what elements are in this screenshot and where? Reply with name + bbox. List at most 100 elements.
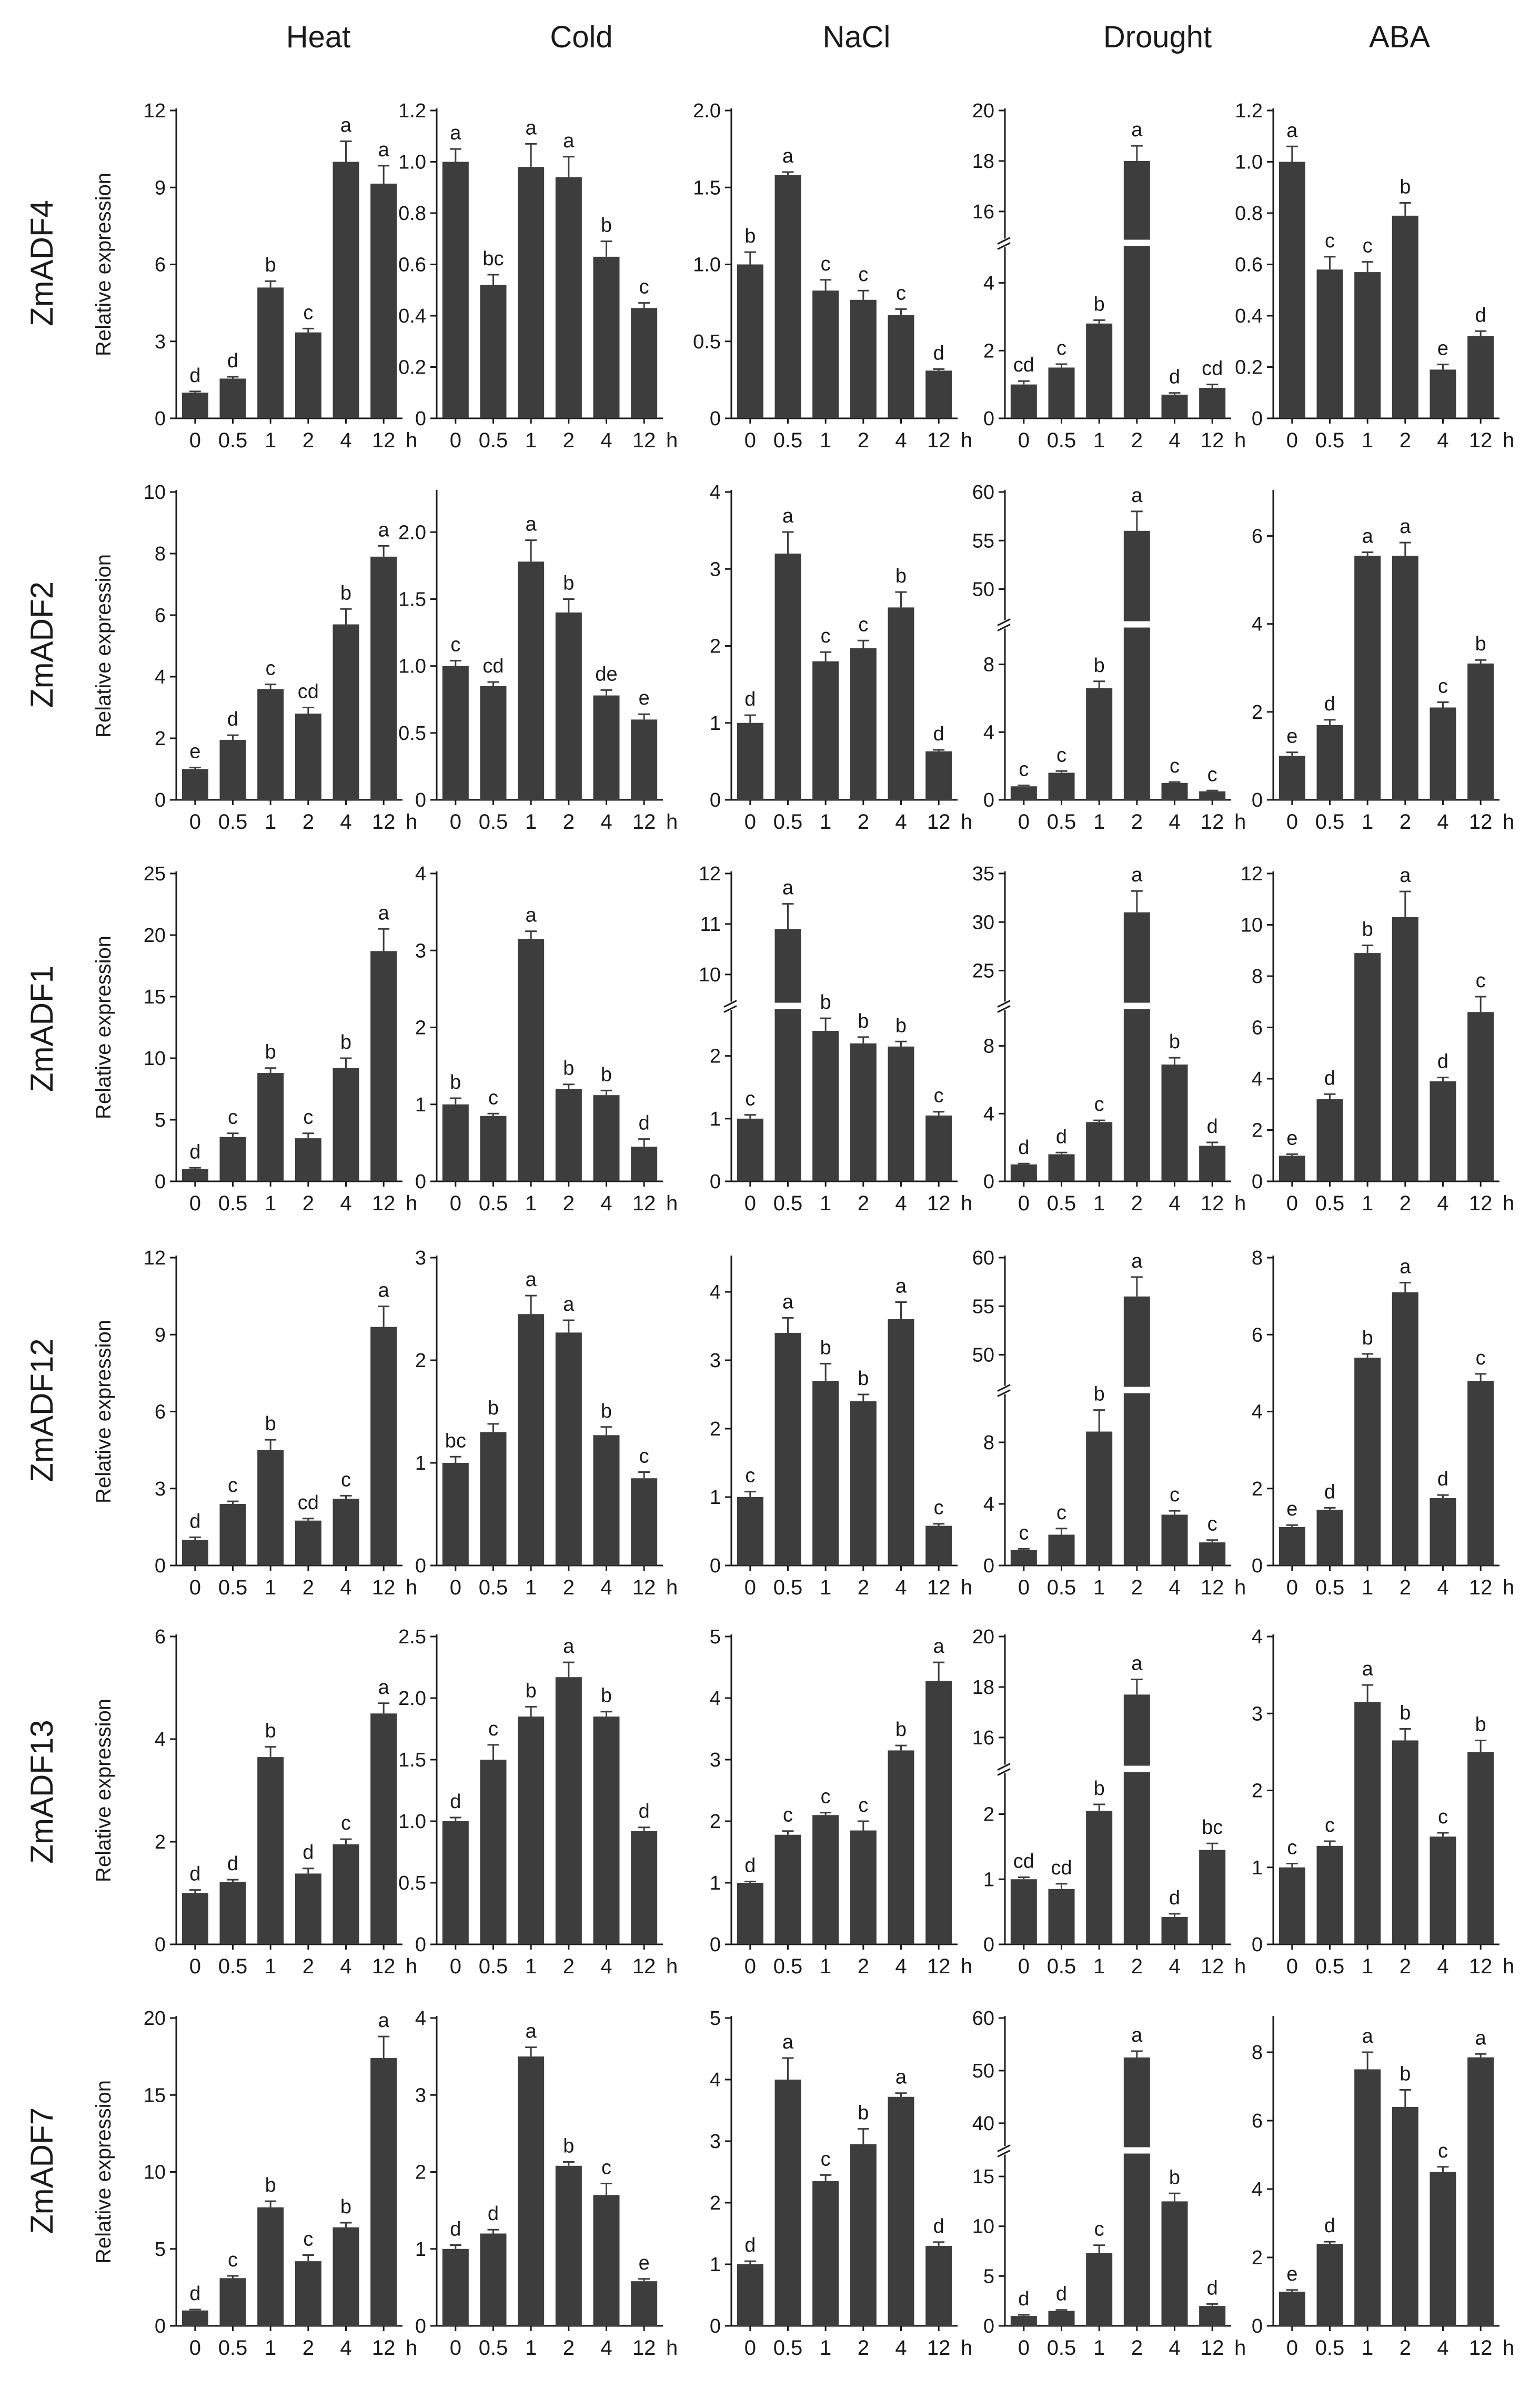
axis-break-gap — [998, 1764, 1012, 1773]
x-tick-label: 0 — [1286, 1576, 1298, 1599]
significance-letter: d — [488, 2203, 499, 2225]
y-tick-label: 5 — [983, 2265, 994, 2287]
bar — [1316, 725, 1343, 800]
x-tick-label: 2 — [303, 810, 314, 834]
x-tick-label: 12 — [372, 810, 396, 834]
significance-letter: a — [782, 877, 794, 899]
x-tick-label: 1 — [1093, 810, 1105, 834]
x-unit-label: h — [961, 1192, 972, 1215]
significance-letter: d — [1324, 1481, 1335, 1503]
x-tick-label: 2 — [1400, 1955, 1411, 1978]
x-tick-label: 4 — [895, 1576, 907, 1599]
axis-break-mark — [997, 1005, 1011, 1013]
significance-letter: d — [744, 688, 756, 710]
significance-letter: c — [858, 264, 868, 286]
bar — [593, 2195, 620, 2326]
y-tick-label: 0 — [983, 1171, 994, 1193]
y-tick-label: 50 — [972, 2060, 994, 2082]
bar — [295, 332, 321, 418]
y-tick-label: 1.0 — [398, 656, 426, 678]
y-tick-label: 8 — [155, 543, 166, 565]
bar — [1010, 786, 1037, 800]
bar — [1010, 1164, 1037, 1181]
bar — [1123, 160, 1150, 418]
y-tick-label: 4 — [415, 863, 426, 885]
x-tick-label: 0 — [189, 1955, 201, 1978]
y-tick-label: 0 — [1252, 2315, 1263, 2337]
x-unit-label: h — [666, 429, 678, 452]
x-tick-label: 12 — [1469, 810, 1493, 834]
bar — [1048, 367, 1075, 418]
bar — [518, 2056, 545, 2326]
x-tick-label: 4 — [600, 429, 612, 452]
x-tick-label: 4 — [1437, 429, 1448, 452]
bar — [1199, 1850, 1226, 1944]
significance-letter: c — [341, 1812, 351, 1834]
x-unit-label: h — [1234, 1192, 1246, 1215]
x-tick-label: 0 — [1018, 429, 1030, 452]
x-tick-label: 1 — [1093, 429, 1105, 452]
y-tick-label: 1 — [415, 1094, 426, 1116]
bar — [555, 612, 582, 800]
x-tick-label: 12 — [1469, 1955, 1493, 1978]
x-tick-label: 4 — [895, 1955, 907, 1978]
x-tick-label: 2 — [858, 1955, 869, 1978]
y-tick-label: 1.5 — [398, 588, 426, 610]
y-tick-label: 0 — [1252, 1934, 1263, 1956]
significance-letter: b — [820, 991, 831, 1013]
x-tick-label: 4 — [340, 2336, 351, 2360]
significance-letter: a — [895, 1276, 907, 1298]
bar — [1123, 1694, 1150, 1944]
significance-letter: a — [378, 139, 390, 161]
y-tick-label: 6 — [1252, 1017, 1263, 1039]
significance-letter: c — [1438, 1806, 1448, 1828]
y-tick-label: 20 — [972, 100, 994, 122]
x-tick-label: 2 — [858, 1576, 869, 1599]
y-tick-label: 2 — [155, 1831, 166, 1853]
x-tick-label: 12 — [632, 429, 656, 452]
significance-letter: b — [601, 1685, 612, 1707]
x-tick-label: 12 — [632, 2336, 656, 2360]
bar — [257, 689, 284, 800]
x-tick-label: 1 — [265, 1576, 276, 1599]
x-tick-label: 1 — [525, 429, 537, 452]
x-tick-label: 4 — [600, 1192, 612, 1215]
x-tick-label: 2 — [858, 429, 869, 452]
y-tick-label: 35 — [972, 863, 994, 885]
x-unit-label: h — [406, 1955, 417, 1978]
bar — [774, 1834, 801, 1944]
bar — [1430, 1836, 1456, 1944]
y-tick-label: 1 — [710, 1872, 721, 1894]
bar — [1086, 1122, 1113, 1181]
bar — [593, 1717, 620, 1944]
y-tick-label: 0 — [155, 1555, 166, 1577]
x-tick-label: 0.5 — [479, 2336, 508, 2360]
bar — [925, 2245, 952, 2326]
axis-break-gap — [724, 1001, 739, 1010]
significance-letter: d — [1207, 2277, 1218, 2299]
x-tick-label: 4 — [340, 1955, 351, 1978]
x-tick-label: 0.5 — [773, 2336, 803, 2360]
x-tick-label: 12 — [1469, 2336, 1493, 2360]
bar — [737, 264, 763, 418]
y-tick-label: 0 — [710, 1934, 721, 1956]
y-tick-label: 10 — [699, 964, 721, 986]
x-tick-label: 12 — [1469, 429, 1493, 452]
x-tick-label: 4 — [1437, 1576, 1448, 1599]
y-tick-label: 8 — [983, 654, 994, 676]
gene-label-zmadf4: ZmADF4 — [24, 200, 59, 326]
significance-letter: a — [340, 115, 352, 137]
significance-letter: c — [1325, 230, 1335, 252]
x-tick-label: 12 — [372, 1576, 396, 1599]
significance-letter: d — [639, 1112, 650, 1135]
significance-letter: c — [1094, 2219, 1104, 2241]
x-tick-label: 12 — [927, 2336, 951, 2360]
bar — [1316, 2244, 1343, 2326]
significance-letter: a — [378, 902, 390, 924]
bar — [774, 1333, 801, 1565]
significance-letter: b — [1169, 2166, 1180, 2189]
x-tick-label: 1 — [820, 2336, 831, 2360]
bar — [333, 162, 359, 418]
bar — [1048, 772, 1075, 800]
